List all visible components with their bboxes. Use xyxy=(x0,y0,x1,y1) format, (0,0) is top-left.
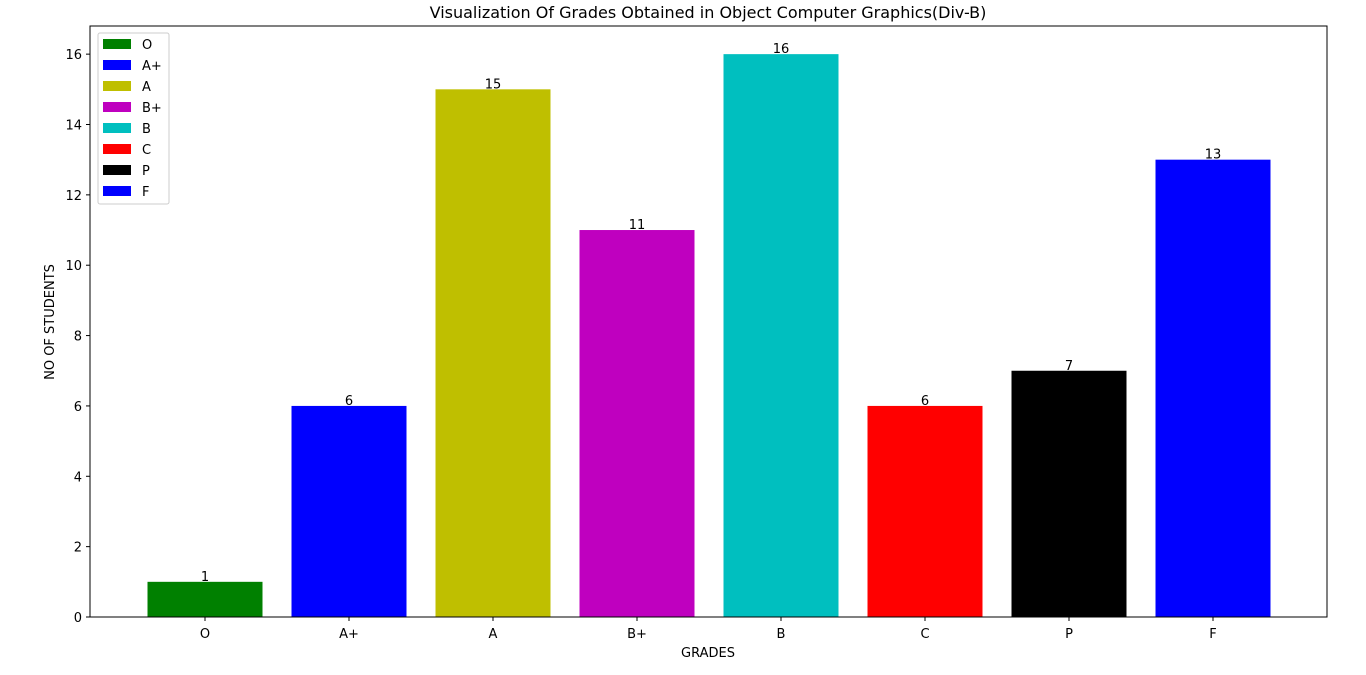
legend-swatch xyxy=(103,60,131,70)
legend-box xyxy=(97,32,170,205)
bar-p xyxy=(1011,370,1127,617)
data-label: 6 xyxy=(921,394,929,409)
y-tick-label: 10 xyxy=(65,259,82,274)
bar-b xyxy=(723,54,839,617)
plot-frame xyxy=(89,25,1328,618)
x-tick-label: A xyxy=(489,627,498,642)
data-label: 13 xyxy=(1205,148,1222,163)
legend-swatch xyxy=(103,81,131,91)
bars-layer xyxy=(147,54,1271,618)
bar-a-plus xyxy=(291,405,407,617)
x-axis-label: GRADES xyxy=(681,646,735,661)
legend-swatch xyxy=(103,186,131,196)
y-tick-label: 4 xyxy=(74,470,82,485)
y-tick-label: 2 xyxy=(74,541,82,556)
data-label: 7 xyxy=(1065,359,1073,374)
chart-title: Visualization Of Grades Obtained in Obje… xyxy=(430,3,987,22)
data-label: 11 xyxy=(629,218,646,233)
y-tick-label: 12 xyxy=(65,189,82,204)
x-tick-label: P xyxy=(1065,627,1073,642)
bar-c xyxy=(867,405,983,617)
legend-label: B+ xyxy=(142,101,162,116)
y-tick-label: 16 xyxy=(65,48,82,63)
x-tick-label: F xyxy=(1209,627,1216,642)
x-tick-label: A+ xyxy=(339,627,359,642)
bar-a xyxy=(435,89,551,618)
legend-label: O xyxy=(142,38,152,53)
bar-b-plus xyxy=(579,230,695,618)
x-tick-label: B+ xyxy=(627,627,647,642)
y-tick-label: 8 xyxy=(74,330,82,345)
y-tick-label: 0 xyxy=(74,611,82,626)
legend-label: C xyxy=(142,143,151,158)
y-tick-label: 14 xyxy=(65,119,82,134)
x-tick-label: B xyxy=(777,627,786,642)
data-label: 15 xyxy=(485,77,502,92)
legend-label: A xyxy=(142,80,151,95)
legend-swatch xyxy=(103,102,131,112)
legend-label: B xyxy=(142,122,151,137)
data-label: 16 xyxy=(773,42,790,57)
legend-swatch xyxy=(103,39,131,49)
legend-label: F xyxy=(142,185,149,200)
bar-o xyxy=(147,581,263,617)
legend-swatch xyxy=(103,165,131,175)
x-tick-label: C xyxy=(920,627,929,642)
y-tick-label: 6 xyxy=(74,400,82,415)
data-label: 1 xyxy=(201,570,209,585)
legend-swatch xyxy=(103,144,131,154)
legend-label: P xyxy=(142,164,150,179)
x-tick-label: O xyxy=(200,627,210,642)
legend-label: A+ xyxy=(142,59,162,74)
legend-swatch xyxy=(103,123,131,133)
data-label: 6 xyxy=(345,394,353,409)
bar-f xyxy=(1155,159,1271,617)
y-axis-label: NO OF STUDENTS xyxy=(43,264,58,380)
